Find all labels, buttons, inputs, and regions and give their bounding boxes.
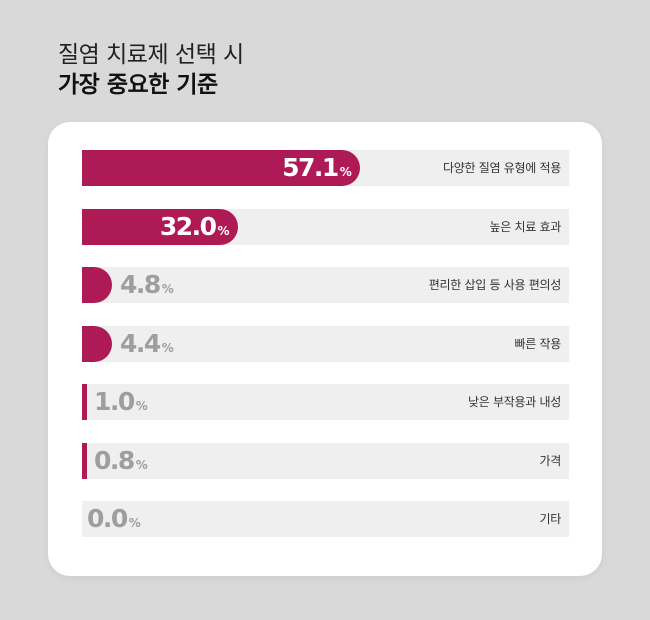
- value-unit: %: [135, 457, 148, 472]
- bar-row: 0.0% 기타: [82, 501, 569, 537]
- bar: [82, 208, 238, 245]
- value-unit: %: [339, 165, 352, 179]
- bar-row: 57.1% 다양한 질염 유형에 적용: [82, 150, 569, 186]
- bar-row: 32.0% 높은 치료 효과: [82, 208, 569, 245]
- value-label: 4.4%: [120, 326, 174, 362]
- value-number: 32.0: [159, 211, 217, 241]
- value-label: 1.0%: [94, 384, 148, 420]
- category-label: 빠른 작용: [514, 336, 562, 351]
- value-number: 57.1: [282, 153, 339, 182]
- value-label: 4.8%: [120, 267, 174, 303]
- value-label: 0.8%: [94, 443, 148, 479]
- value-label: 32.0%: [160, 209, 230, 245]
- bar-row: 1.0% 낮은 부작용과 내성: [82, 384, 569, 420]
- value-number: 4.4: [120, 328, 161, 358]
- value-unit: %: [135, 399, 148, 413]
- value-unit: %: [217, 223, 230, 238]
- bar: [82, 150, 361, 186]
- bar-row: 0.8% 가격: [82, 442, 569, 479]
- chart-title-line2: 가장 중요한 기준: [58, 72, 218, 98]
- bar-row: 4.4% 빠른 작용: [82, 325, 569, 362]
- bar: [82, 442, 87, 479]
- value-number: 4.8: [120, 270, 161, 299]
- chart-title-line1: 질염 치료제 선택 시: [58, 42, 244, 68]
- category-label: 편리한 삽입 등 사용 편의성: [428, 278, 562, 292]
- value-label: 0.0%: [87, 501, 141, 537]
- bar: [82, 384, 87, 420]
- bar: [82, 325, 112, 362]
- category-label: 높은 치료 효과: [489, 219, 562, 234]
- value-number: 1.0: [94, 387, 135, 416]
- category-label: 기타: [539, 512, 562, 526]
- category-label: 낮은 부작용과 내성: [468, 395, 561, 409]
- category-label: 가격: [539, 453, 562, 468]
- value-unit: %: [128, 516, 141, 530]
- value-number: 0.0: [87, 504, 128, 533]
- chart-title-block: 질염 치료제 선택 시 가장 중요한 기준: [58, 40, 244, 100]
- chart-card: 57.1% 다양한 질염 유형에 적용 32.0% 높은 치료 효과 4.8% 편리한 삽…: [48, 122, 602, 576]
- value-number: 0.8: [94, 445, 135, 475]
- bar-row: 4.8% 편리한 삽입 등 사용 편의성: [82, 267, 569, 303]
- value-unit: %: [161, 282, 174, 296]
- bar: [82, 267, 112, 303]
- value-label: 57.1%: [282, 150, 352, 186]
- category-label: 다양한 질염 유형에 적용: [443, 161, 561, 175]
- value-unit: %: [161, 340, 174, 355]
